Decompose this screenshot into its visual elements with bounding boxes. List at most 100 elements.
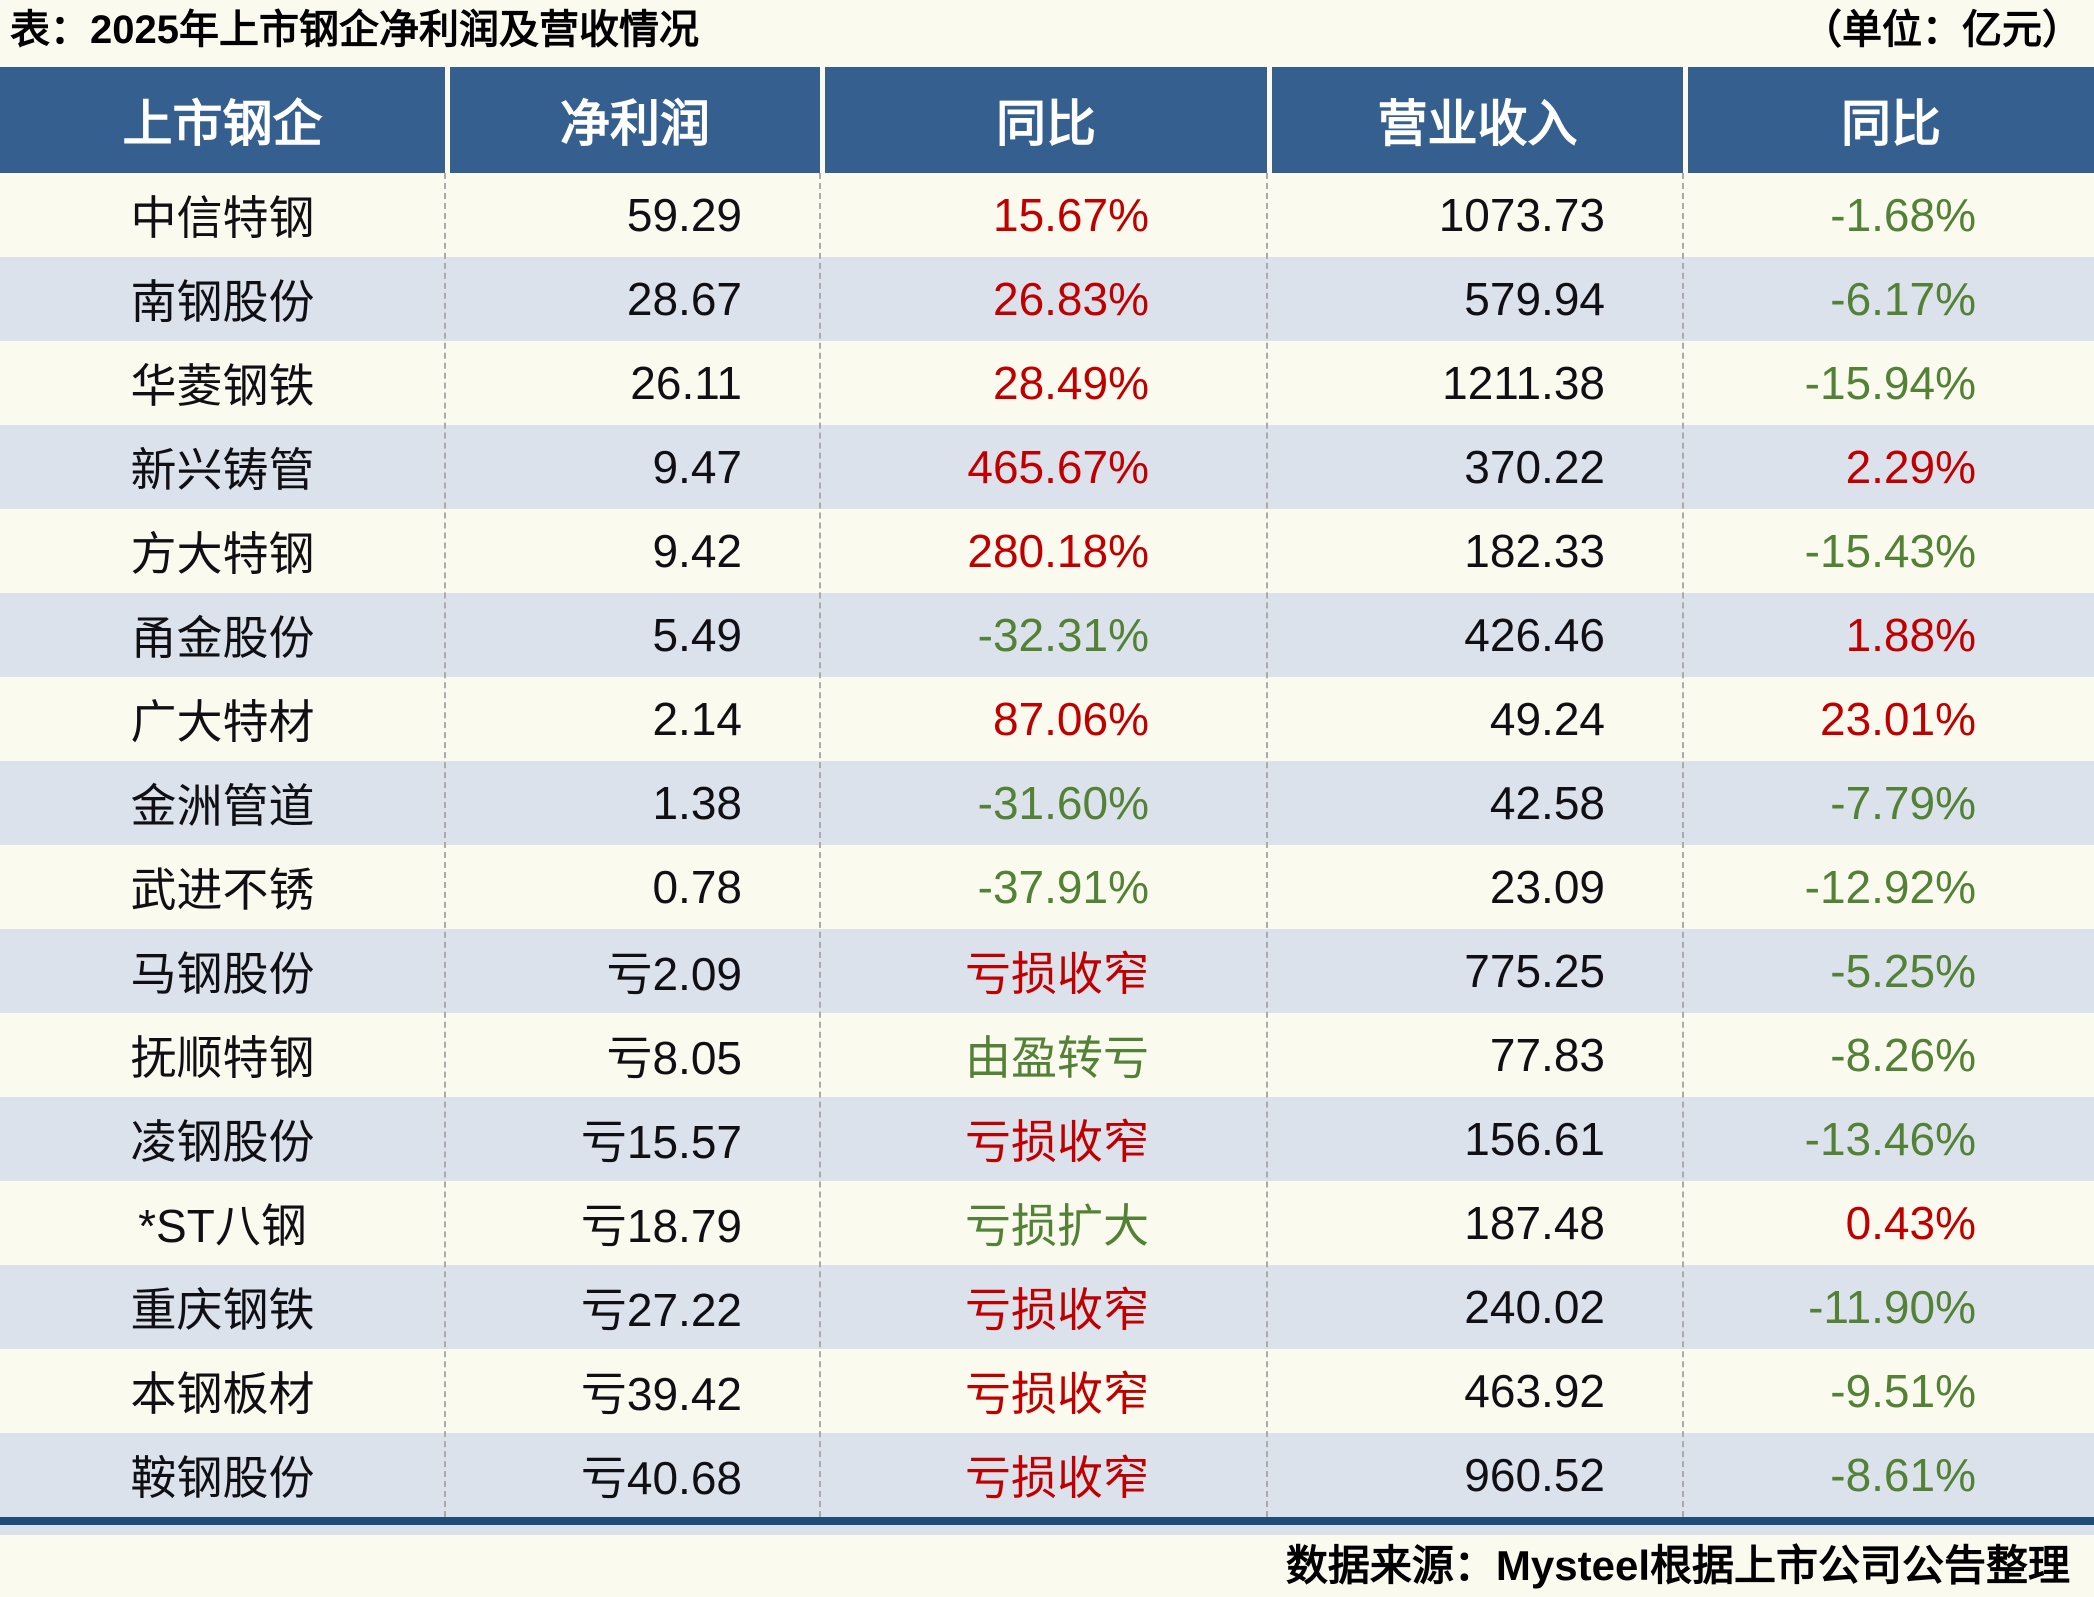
net-profit-yoy-cell: 亏损收窄 [965, 1116, 1149, 1168]
net-profit-yoy-cell: 亏损收窄 [965, 1368, 1149, 1420]
net-profit-cell: 59.29 [626, 189, 742, 241]
table-row: 武进不锈 0.78 -37.91% 23.09 -12.92% [0, 845, 2094, 929]
company-cell: 甬金股份 [130, 612, 315, 664]
net-profit-cell: 1.38 [652, 777, 742, 829]
net-profit-yoy-cell: 465.67% [967, 441, 1149, 493]
company-cell: 金洲管道 [130, 780, 315, 832]
table-row: 凌钢股份 亏15.57 亏损收窄 156.61 -13.46% [0, 1097, 2094, 1181]
net-profit-yoy-cell: 280.18% [967, 525, 1149, 577]
net-profit-yoy-cell: 28.49% [992, 357, 1149, 409]
net-profit-cell: 亏15.57 [580, 1116, 742, 1168]
revenue-yoy-cell: -15.94% [1804, 357, 1976, 409]
table-title: 表：2025年上市钢企净利润及营收情况 [10, 8, 699, 52]
table-row: *ST八钢 亏18.79 亏损扩大 187.48 0.43% [0, 1181, 2094, 1265]
net-profit-yoy-cell: 15.67% [992, 189, 1149, 241]
table-row: 南钢股份 28.67 26.83% 579.94 -6.17% [0, 257, 2094, 341]
table-row: 马钢股份 亏2.09 亏损收窄 775.25 -5.25% [0, 929, 2094, 1013]
net-profit-cell: 9.47 [652, 441, 742, 493]
revenue-yoy-cell: -6.17% [1830, 273, 1976, 325]
net-profit-yoy-cell: -32.31% [977, 609, 1149, 661]
revenue-cell: 426.46 [1464, 609, 1605, 661]
revenue-yoy-cell: 0.43% [1845, 1197, 1976, 1249]
company-cell: *ST八钢 [138, 1200, 307, 1252]
revenue-yoy-cell: -9.51% [1830, 1365, 1976, 1417]
revenue-yoy-cell: -11.90% [1808, 1281, 1976, 1333]
net-profit-cell: 9.42 [652, 525, 742, 577]
column-divider [1682, 173, 1684, 1517]
revenue-cell: 23.09 [1489, 861, 1605, 913]
net-profit-cell: 亏8.05 [606, 1032, 742, 1084]
company-cell: 马钢股份 [130, 948, 315, 1000]
data-table: 上市钢企 净利润 同比 营业收入 同比 中信特钢 59.29 15.67% 10… [0, 67, 2094, 1535]
table-bottom-strip [0, 1525, 2094, 1535]
column-header-revenue: 营业收入 [1267, 67, 1683, 173]
table-body: 中信特钢 59.29 15.67% 1073.73 -1.68% 南钢股份 28… [0, 173, 2094, 1517]
revenue-cell: 240.02 [1464, 1281, 1605, 1333]
net-profit-cell: 0.78 [652, 861, 742, 913]
revenue-yoy-cell: 23.01% [1819, 693, 1976, 745]
revenue-cell: 463.92 [1464, 1365, 1605, 1417]
company-cell: 新兴铸管 [130, 444, 315, 496]
revenue-cell: 49.24 [1489, 693, 1605, 745]
revenue-cell: 187.48 [1464, 1197, 1605, 1249]
revenue-cell: 370.22 [1464, 441, 1605, 493]
column-header-company: 上市钢企 [0, 67, 445, 173]
company-cell: 华菱钢铁 [130, 360, 315, 412]
company-cell: 武进不锈 [130, 864, 315, 916]
table-row: 重庆钢铁 亏27.22 亏损收窄 240.02 -11.90% [0, 1265, 2094, 1349]
net-profit-cell: 亏18.79 [580, 1200, 742, 1252]
table-row: 新兴铸管 9.47 465.67% 370.22 2.29% [0, 425, 2094, 509]
net-profit-cell: 5.49 [652, 609, 742, 661]
revenue-cell: 1211.38 [1442, 357, 1605, 409]
revenue-cell: 42.58 [1489, 777, 1605, 829]
table-row: 抚顺特钢 亏8.05 由盈转亏 77.83 -8.26% [0, 1013, 2094, 1097]
revenue-cell: 775.25 [1464, 945, 1605, 997]
net-profit-cell: 亏39.42 [580, 1368, 742, 1420]
company-cell: 中信特钢 [130, 192, 315, 244]
net-profit-cell: 亏2.09 [606, 948, 742, 1000]
table-row: 中信特钢 59.29 15.67% 1073.73 -1.68% [0, 173, 2094, 257]
column-divider [1266, 173, 1268, 1517]
revenue-yoy-cell: -8.26% [1830, 1029, 1976, 1081]
company-cell: 鞍钢股份 [130, 1452, 315, 1504]
revenue-yoy-cell: 1.88% [1845, 609, 1976, 661]
net-profit-yoy-cell: 26.83% [992, 273, 1149, 325]
company-cell: 凌钢股份 [130, 1116, 315, 1168]
revenue-yoy-cell: -7.79% [1830, 777, 1976, 829]
company-cell: 方大特钢 [130, 528, 315, 580]
company-cell: 本钢板材 [130, 1368, 315, 1420]
net-profit-cell: 亏40.68 [580, 1452, 742, 1504]
revenue-yoy-cell: -15.43% [1804, 525, 1976, 577]
net-profit-yoy-cell: 亏损收窄 [965, 1452, 1149, 1504]
net-profit-yoy-cell: -31.60% [977, 777, 1149, 829]
revenue-cell: 1073.73 [1438, 189, 1605, 241]
net-profit-yoy-cell: -37.91% [977, 861, 1149, 913]
unit-label: （单位：亿元） [1802, 8, 2082, 52]
revenue-yoy-cell: -8.61% [1830, 1449, 1976, 1501]
table-row: 鞍钢股份 亏40.68 亏损收窄 960.52 -8.61% [0, 1433, 2094, 1517]
net-profit-yoy-cell: 亏损收窄 [965, 948, 1149, 1000]
revenue-yoy-cell: -1.68% [1830, 189, 1976, 241]
revenue-cell: 156.61 [1464, 1113, 1605, 1165]
revenue-cell: 182.33 [1464, 525, 1605, 577]
revenue-yoy-cell: 2.29% [1845, 441, 1976, 493]
net-profit-cell: 2.14 [652, 693, 742, 745]
company-cell: 抚顺特钢 [130, 1032, 315, 1084]
table-row: 本钢板材 亏39.42 亏损收窄 463.92 -9.51% [0, 1349, 2094, 1433]
revenue-yoy-cell: -5.25% [1830, 945, 1976, 997]
column-header-net-profit-yoy: 同比 [820, 67, 1267, 173]
revenue-cell: 960.52 [1464, 1449, 1605, 1501]
table-row: 甬金股份 5.49 -32.31% 426.46 1.88% [0, 593, 2094, 677]
net-profit-cell: 28.67 [626, 273, 742, 325]
table-row: 华菱钢铁 26.11 28.49% 1211.38 -15.94% [0, 341, 2094, 425]
company-cell: 重庆钢铁 [130, 1284, 315, 1336]
column-divider [444, 173, 446, 1517]
footer: 数据来源：Mysteel根据上市公司公告整理 [1286, 1541, 2070, 1591]
revenue-yoy-cell: -12.92% [1804, 861, 1976, 913]
revenue-cell: 77.83 [1489, 1029, 1605, 1081]
table-row: 广大特材 2.14 87.06% 49.24 23.01% [0, 677, 2094, 761]
net-profit-yoy-cell: 87.06% [992, 693, 1149, 745]
table-row: 金洲管道 1.38 -31.60% 42.58 -7.79% [0, 761, 2094, 845]
table-bottom-border [0, 1517, 2094, 1525]
